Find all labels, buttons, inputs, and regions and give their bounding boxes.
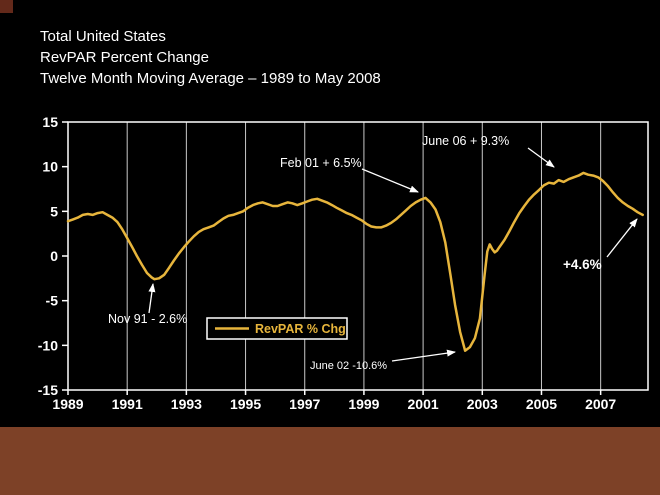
y-axis-labels: 15 10 5 0 -5 -10 -15: [38, 114, 58, 398]
svg-text:1993: 1993: [171, 396, 202, 412]
annotation-arrow: [606, 218, 638, 258]
annotation-arrow: [361, 168, 419, 193]
x-axis-labels: 1989 1991 1993 1995 1997 1999 2001 2003 2005 2007: [52, 396, 616, 412]
svg-text:0: 0: [50, 248, 58, 264]
annotation-arrow: [391, 349, 456, 362]
annotation-nov-91: Nov 91 - 2.6%: [108, 283, 187, 326]
revpar-chart: 15 10 5 0 -5 -10 -15 1989 1991 1993 1995 1997 1999 2…: [38, 114, 649, 412]
gridlines: [62, 121, 602, 395]
annotation-label: June 06 + 9.3%: [422, 134, 509, 148]
svg-text:2007: 2007: [585, 396, 616, 412]
slide-title: Total United States RevPAR Percent Chang…: [40, 26, 381, 89]
svg-text:-5: -5: [46, 293, 59, 309]
annotation-label: Feb 01 + 6.5%: [280, 156, 362, 170]
legend-label: RevPAR % Chg: [255, 322, 346, 336]
annotation-june-06: June 06 + 9.3%: [422, 134, 555, 168]
svg-text:1999: 1999: [348, 396, 379, 412]
annotation-label: +4.6%: [563, 257, 602, 272]
svg-text:-15: -15: [38, 382, 58, 398]
corner-accent: [0, 0, 13, 13]
legend-box: [206, 317, 348, 340]
svg-text:5: 5: [50, 203, 58, 219]
legend: RevPAR % Chg: [206, 317, 348, 340]
svg-text:1991: 1991: [112, 396, 143, 412]
title-line-2: RevPAR Percent Change: [40, 49, 209, 66]
annotation-feb-01: Feb 01 + 6.5%: [280, 156, 419, 193]
footer-band: [0, 427, 660, 495]
svg-text:2003: 2003: [467, 396, 498, 412]
annotation-arrow: [527, 147, 555, 168]
annotation-june-02: June 02 -10.6%: [310, 349, 456, 372]
svg-text:10: 10: [42, 159, 58, 175]
annotation-label: June 02 -10.6%: [310, 360, 387, 372]
svg-text:-10: -10: [38, 337, 58, 353]
revpar-line: [66, 171, 644, 352]
title-line-3: Twelve Month Moving Average – 1989 to Ma…: [40, 70, 381, 87]
plot-border: [67, 121, 649, 391]
svg-text:15: 15: [42, 114, 58, 130]
svg-text:1989: 1989: [52, 396, 83, 412]
svg-text:1995: 1995: [230, 396, 261, 412]
svg-text:1997: 1997: [289, 396, 320, 412]
annotation-label: Nov 91 - 2.6%: [108, 312, 187, 326]
title-line-1: Total United States: [40, 28, 166, 45]
svg-text:2005: 2005: [526, 396, 557, 412]
annotation-current: +4.6%: [563, 218, 638, 272]
svg-text:2001: 2001: [408, 396, 439, 412]
annotation-arrow: [148, 283, 156, 314]
